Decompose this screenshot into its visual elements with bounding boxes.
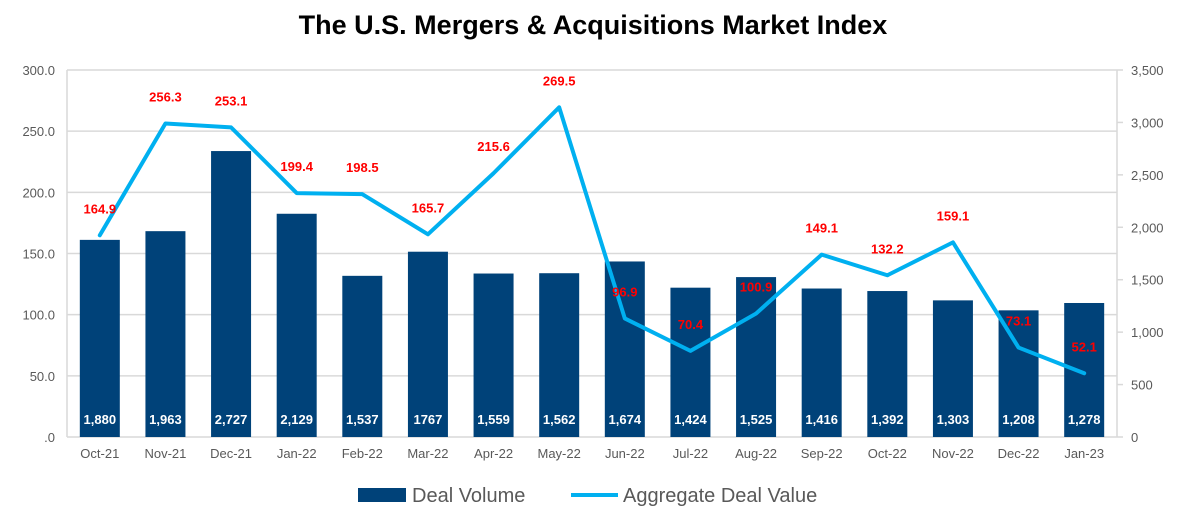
- line-data-label: 164.9: [84, 201, 117, 216]
- x-tick-label: Jun-22: [605, 446, 645, 461]
- x-tick-label: Feb-22: [342, 446, 383, 461]
- x-tick-label: Jul-22: [673, 446, 708, 461]
- x-tick-label: Apr-22: [474, 446, 513, 461]
- bar-deal-volume: [407, 251, 448, 437]
- right-tick-label: 0: [1131, 430, 1138, 445]
- right-tick-label: 1,500: [1131, 273, 1164, 288]
- left-tick-label: 200.0: [22, 185, 55, 200]
- right-tick-label: 2,500: [1131, 168, 1164, 183]
- bar-deal-volume: [473, 273, 514, 437]
- bar-deal-volume: [998, 310, 1039, 437]
- bar-data-label: 1,278: [1068, 412, 1101, 427]
- bar-data-label: 1,392: [871, 412, 904, 427]
- right-tick-label: 2,000: [1131, 220, 1164, 235]
- x-tick-label: Sep-22: [801, 446, 843, 461]
- bar-data-label: 1,559: [477, 412, 510, 427]
- bar-deal-volume: [867, 291, 908, 437]
- x-tick-label: Dec-21: [210, 446, 252, 461]
- bar-deal-volume: [342, 275, 383, 437]
- bar-deal-volume: [276, 213, 317, 437]
- bar-data-label: 1,880: [84, 412, 117, 427]
- bar-data-label: 1767: [413, 412, 442, 427]
- bar-deal-volume: [670, 287, 711, 437]
- x-tick-label: Jan-23: [1064, 446, 1104, 461]
- x-tick-label: Nov-22: [932, 446, 974, 461]
- bar-deal-volume: [79, 239, 120, 437]
- bar-data-label: 1,424: [674, 412, 707, 427]
- right-tick-label: 1,000: [1131, 325, 1164, 340]
- line-data-label: 70.4: [678, 317, 704, 332]
- bar-deal-volume: [211, 151, 252, 437]
- left-tick-label: 300.0: [22, 63, 55, 78]
- bar-deal-volume: [604, 261, 645, 437]
- line-data-label: 165.7: [412, 200, 445, 215]
- x-tick-label: May-22: [538, 446, 581, 461]
- bar-deal-volume: [801, 288, 842, 437]
- line-data-label: 199.4: [280, 159, 313, 174]
- bar-data-label: 1,208: [1002, 412, 1035, 427]
- right-tick-label: 3,500: [1131, 63, 1164, 78]
- x-tick-label: Oct-22: [868, 446, 907, 461]
- right-tick-label: 500: [1131, 378, 1153, 393]
- line-aggregate-deal-value: [97, 105, 1087, 376]
- line-data-label: 198.5: [346, 160, 379, 175]
- bar-data-label: 1,525: [740, 412, 773, 427]
- x-tick-label: Aug-22: [735, 446, 777, 461]
- line-data-label: 132.2: [871, 241, 904, 256]
- line-data-label: 73.1: [1006, 314, 1031, 329]
- bar-deal-volume: [932, 300, 973, 437]
- bar-data-label: 1,537: [346, 412, 379, 427]
- left-tick-label: 150.0: [22, 247, 55, 262]
- x-tick-label: Oct-21: [80, 446, 119, 461]
- x-tick-label: Nov-21: [144, 446, 186, 461]
- bar-data-label: 1,562: [543, 412, 576, 427]
- bar-deal-volume: [539, 273, 580, 437]
- bar-data-label: 2,129: [280, 412, 313, 427]
- bar-data-label: 1,674: [609, 412, 642, 427]
- line-data-label: 159.1: [937, 208, 970, 223]
- right-tick-label: 3,000: [1131, 115, 1164, 130]
- bar-data-label: 1,963: [149, 412, 182, 427]
- left-tick-label: 50.0: [30, 369, 55, 384]
- line-data-label: 100.9: [740, 280, 773, 295]
- line-data-label: 215.6: [477, 139, 510, 154]
- line-data-label: 149.1: [805, 221, 838, 236]
- legend-label-aggregate-deal-value: Aggregate Deal Value: [623, 485, 817, 507]
- x-tick-label: Jan-22: [277, 446, 317, 461]
- left-tick-label: .0: [44, 430, 55, 445]
- legend-swatch-deal-volume: [358, 488, 406, 502]
- left-tick-label: 100.0: [22, 308, 55, 323]
- legend-label-deal-volume: Deal Volume: [412, 485, 525, 507]
- x-tick-label: Mar-22: [407, 446, 448, 461]
- line-data-label: 96.9: [612, 284, 637, 299]
- line-data-label: 269.5: [543, 73, 576, 88]
- bar-deal-volume: [145, 231, 186, 437]
- line-data-label: 52.1: [1072, 339, 1097, 354]
- x-tick-label: Dec-22: [998, 446, 1040, 461]
- line-data-label: 256.3: [149, 89, 182, 104]
- left-tick-label: 250.0: [22, 124, 55, 139]
- chart-title: The U.S. Mergers & Acquisitions Market I…: [298, 10, 888, 40]
- bar-data-label: 1,416: [805, 412, 838, 427]
- bar-data-label: 2,727: [215, 412, 248, 427]
- line-data-label: 253.1: [215, 93, 248, 108]
- bar-data-label: 1,303: [937, 412, 970, 427]
